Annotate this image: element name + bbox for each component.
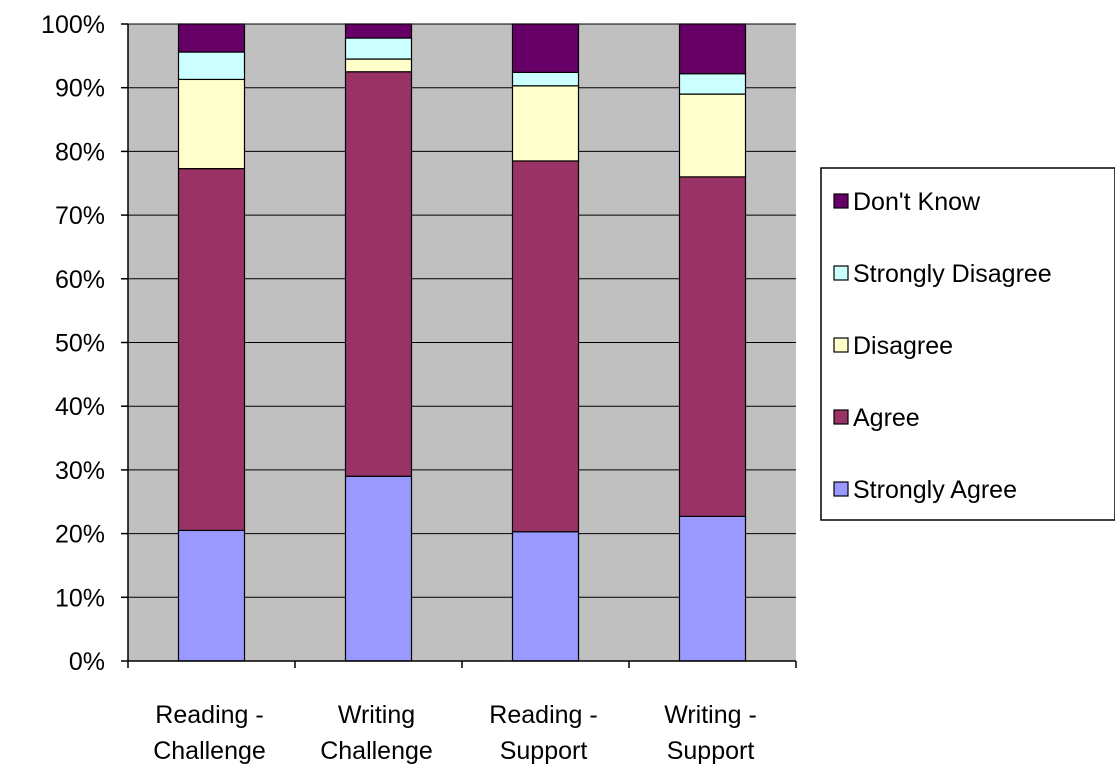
- bar-agree: [177, 167, 246, 532]
- bar-don-t-know: [177, 23, 246, 53]
- bar-strongly-disagree: [344, 37, 413, 60]
- x-tick-label: Support: [500, 737, 588, 765]
- y-tick-label: 80%: [55, 138, 105, 166]
- bar-disagree: [678, 93, 747, 178]
- legend-swatch-strongly-agree: [833, 481, 849, 497]
- bar-strongly-disagree: [678, 73, 747, 95]
- legend-swatch-strongly-disagree: [833, 265, 849, 281]
- legend-box: [820, 167, 1115, 521]
- legend-swatch-disagree: [833, 337, 849, 353]
- bar-agree: [678, 176, 747, 518]
- bar-strongly-agree: [177, 529, 246, 662]
- y-tick-labels: 0% 10% 20% 30% 40% 50% 60% 70% 80% 90% 100%: [41, 11, 105, 676]
- legend-label-strongly-agree: Strongly Agree: [853, 476, 1017, 504]
- x-tick-label: Challenge: [153, 737, 266, 765]
- legend-label-agree: Agree: [853, 404, 920, 432]
- x-tick-labels: Reading - Challenge Writing Challenge Readin…: [153, 701, 757, 765]
- y-tick-label: 50%: [55, 330, 105, 358]
- bar-don-t-know: [344, 23, 413, 39]
- legend-label-don-t-know: Don't Know: [853, 188, 981, 216]
- bar-strongly-disagree: [511, 71, 580, 87]
- bar-strongly-agree: [344, 475, 413, 662]
- bar-agree: [511, 160, 580, 533]
- x-tick-label: Reading -: [155, 701, 263, 729]
- y-tick-label: 70%: [55, 202, 105, 230]
- bar-strongly-agree: [511, 531, 580, 662]
- bar-don-t-know: [678, 23, 747, 75]
- x-tick-label: Writing -: [664, 701, 757, 729]
- bar-strongly-disagree: [177, 51, 246, 81]
- bar-agree: [344, 71, 413, 477]
- x-tick-label: Challenge: [320, 737, 433, 765]
- y-tick-label: 0%: [69, 648, 105, 676]
- x-tick-label: Support: [667, 737, 755, 765]
- legend-label-strongly-disagree: Strongly Disagree: [853, 260, 1052, 288]
- y-tick-label: 90%: [55, 75, 105, 103]
- legend-label-disagree: Disagree: [853, 332, 953, 360]
- bar-disagree: [344, 58, 413, 73]
- bars: [177, 23, 747, 662]
- bar-disagree: [177, 78, 246, 170]
- y-tick-label: 20%: [55, 521, 105, 549]
- legend-swatch-agree: [833, 409, 849, 425]
- bar-don-t-know: [511, 23, 580, 74]
- y-tick-label: 60%: [55, 266, 105, 294]
- y-tick-label: 30%: [55, 457, 105, 485]
- x-tick-label: Reading -: [489, 701, 597, 729]
- y-tick-label: 40%: [55, 393, 105, 421]
- x-tick-label: Writing: [338, 701, 415, 729]
- legend: Don't Know Strongly Disagree Disagree Agree…: [820, 167, 1115, 521]
- y-tick-label: 100%: [41, 11, 105, 39]
- legend-swatch-don-t-know: [833, 193, 849, 209]
- bar-disagree: [511, 85, 580, 162]
- y-tick-label: 10%: [55, 584, 105, 612]
- bar-strongly-agree: [678, 515, 747, 662]
- axes: [121, 23, 797, 668]
